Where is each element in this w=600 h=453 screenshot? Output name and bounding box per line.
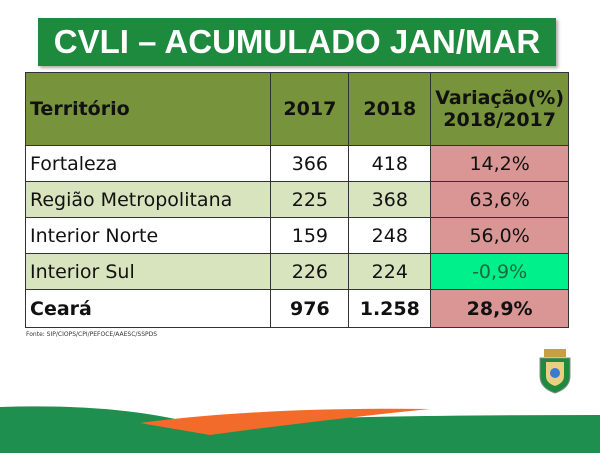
header-2018: 2018 (348, 72, 432, 146)
cell-2017: 366 (270, 145, 350, 182)
cell-2018: 368 (348, 181, 432, 218)
slide-title: CVLI – ACUMULADO JAN/MAR (38, 18, 556, 66)
ceara-coat-of-arms-icon (539, 349, 571, 394)
cell-variacao: 14,2% (430, 145, 569, 182)
footer-wave-decoration (0, 406, 600, 453)
source-note: Fonte: SIP/CIOPS/CPI/PEFOCE/AAESC/SSPDS (26, 331, 158, 338)
cell-2018: 1.258 (348, 289, 432, 328)
table-row: Interior Sul 226 224 -0,9% (24, 253, 569, 290)
cell-2017: 225 (270, 181, 350, 218)
cell-variacao: -0,9% (430, 253, 569, 290)
cell-2018: 224 (348, 253, 432, 290)
cell-2018: 248 (348, 217, 432, 254)
cell-territorio: Interior Sul (24, 253, 272, 290)
cvli-table: Território 2017 2018 Variação(%) 2018/201… (24, 72, 569, 328)
cell-2017: 159 (270, 217, 350, 254)
cell-2017: 226 (270, 253, 350, 290)
header-row: Território 2017 2018 Variação(%) 2018/201… (24, 72, 569, 146)
cell-territorio: Região Metropolitana (24, 181, 272, 218)
cell-variacao: 63,6% (430, 181, 569, 218)
cell-variacao: 28,9% (430, 289, 569, 328)
table-row: Interior Norte 159 248 56,0% (24, 217, 569, 254)
table-row: Fortaleza 366 418 14,2% (24, 145, 569, 182)
cell-2017: 976 (270, 289, 350, 328)
header-2017: 2017 (270, 72, 350, 146)
table-row-total: Ceará 976 1.258 28,9% (24, 289, 569, 328)
header-variacao-line1: Variação(%) (435, 87, 564, 109)
cell-2018: 418 (348, 145, 432, 182)
header-variacao-line2: 2018/2017 (443, 109, 556, 131)
cell-variacao: 56,0% (430, 217, 569, 254)
cell-territorio: Interior Norte (24, 217, 272, 254)
table-row: Região Metropolitana 225 368 63,6% (24, 181, 569, 218)
header-variacao: Variação(%) 2018/2017 (430, 72, 569, 146)
cell-territorio: Fortaleza (24, 145, 272, 182)
header-territorio: Território (24, 72, 272, 146)
cell-territorio: Ceará (24, 289, 272, 328)
